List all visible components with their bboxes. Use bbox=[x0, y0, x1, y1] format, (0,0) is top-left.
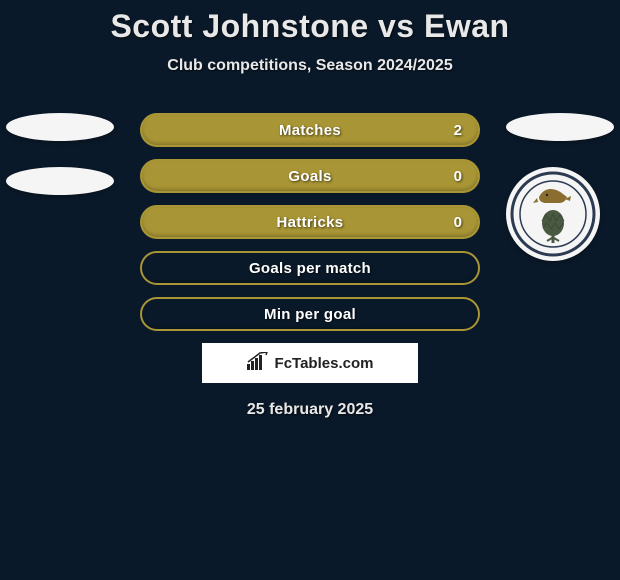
subtitle: Club competitions, Season 2024/2025 bbox=[0, 57, 620, 75]
stat-row-min-per-goal: Min per goal bbox=[140, 297, 480, 331]
left-badges bbox=[6, 113, 114, 221]
brand-box: FcTables.com bbox=[202, 343, 418, 383]
stat-row-hattricks: Hattricks 0 bbox=[140, 205, 480, 239]
page-title: Scott Johnstone vs Ewan bbox=[0, 0, 620, 45]
stat-value: 2 bbox=[454, 122, 462, 139]
chart-icon bbox=[247, 352, 269, 375]
stat-label: Goals bbox=[288, 168, 331, 185]
brand-text: FcTables.com bbox=[275, 355, 374, 372]
stat-value: 0 bbox=[454, 214, 462, 231]
date-text: 25 february 2025 bbox=[0, 401, 620, 419]
stats-list: Matches 2 Goals 0 Hattricks 0 Goals per … bbox=[140, 113, 480, 331]
stat-value: 0 bbox=[454, 168, 462, 185]
stat-row-goals-per-match: Goals per match bbox=[140, 251, 480, 285]
right-badges bbox=[506, 113, 614, 261]
stat-label: Matches bbox=[279, 122, 341, 139]
stat-label: Min per goal bbox=[264, 306, 356, 323]
stat-label: Hattricks bbox=[277, 214, 344, 231]
player1-badge-placeholder-1 bbox=[6, 113, 114, 141]
crest-icon bbox=[510, 171, 596, 257]
stat-row-matches: Matches 2 bbox=[140, 113, 480, 147]
club-crest bbox=[506, 167, 600, 261]
content-area: Matches 2 Goals 0 Hattricks 0 Goals per … bbox=[0, 113, 620, 419]
player1-badge-placeholder-2 bbox=[6, 167, 114, 195]
player2-badge-placeholder bbox=[506, 113, 614, 141]
stat-label: Goals per match bbox=[249, 260, 371, 277]
stat-row-goals: Goals 0 bbox=[140, 159, 480, 193]
